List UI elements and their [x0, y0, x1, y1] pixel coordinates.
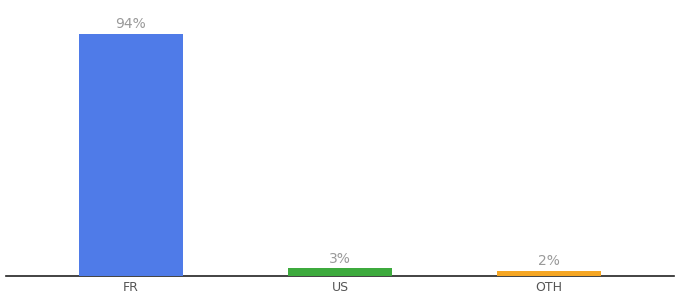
Text: 3%: 3%	[329, 252, 351, 266]
Bar	[79, 34, 183, 276]
Text: 94%: 94%	[116, 17, 146, 31]
Bar	[288, 268, 392, 276]
Bar	[497, 271, 601, 276]
Text: 2%: 2%	[538, 254, 560, 268]
